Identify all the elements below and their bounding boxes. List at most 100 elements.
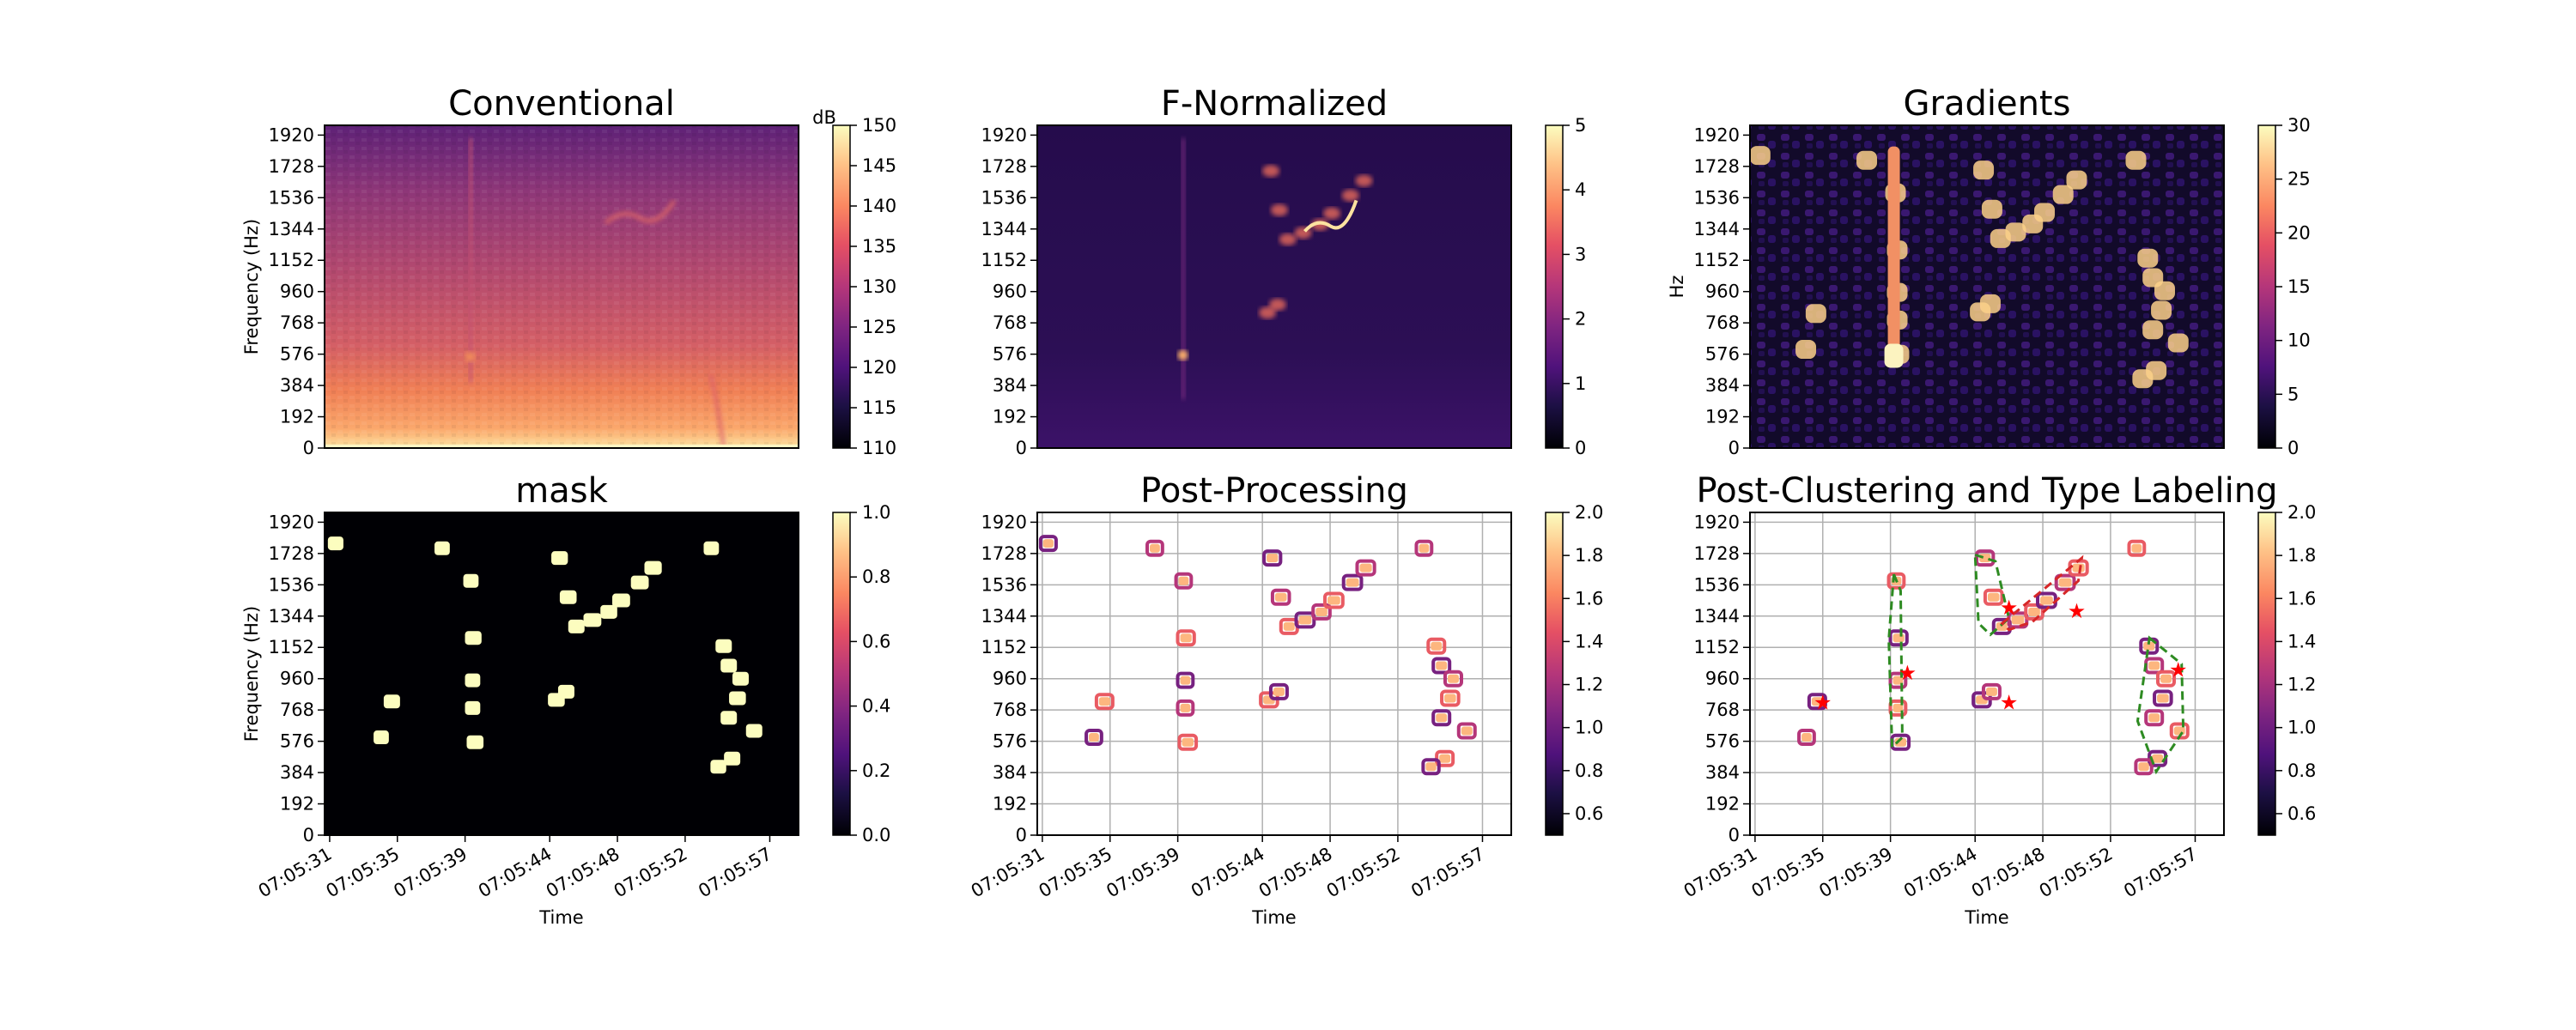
colorbar-tick-label: 0.6 xyxy=(2287,803,2316,824)
colorbar-tick-label: 0.2 xyxy=(862,760,890,781)
heatmap-image xyxy=(1037,125,1511,448)
colorbar-tick-label: 1.6 xyxy=(2287,588,2316,609)
colorbar-tick-label: 135 xyxy=(862,236,896,257)
cluster-center-marker: ★ xyxy=(1899,661,1917,685)
x-tick-label: 07:05:52 xyxy=(611,844,691,902)
y-tick-label: 1344 xyxy=(981,219,1027,239)
heatmap-image xyxy=(1750,125,2224,448)
colorbar-tick-label: 140 xyxy=(862,196,896,216)
colorbar-tick-label: 5 xyxy=(2287,384,2299,404)
colorbar: 0 5 10 15 20 25 30 xyxy=(2257,115,2311,458)
x-tick-label: 07:05:57 xyxy=(1407,844,1488,902)
colorbar-tick-label: 1.4 xyxy=(1575,631,1603,651)
y-tick-label: 1536 xyxy=(269,574,314,595)
x-axis-label: Time xyxy=(1964,907,2008,928)
x-tick-label: 07:05:31 xyxy=(1680,844,1761,902)
colorbar-tick-label: 115 xyxy=(862,397,896,418)
y-tick-label: 0 xyxy=(1728,825,1740,845)
x-tick-label: 07:05:39 xyxy=(1103,844,1183,902)
colorbar-tick-label: 0.8 xyxy=(1575,760,1603,781)
y-tick-label: 1920 xyxy=(269,512,314,532)
colorbar-tick-label: 0.6 xyxy=(1575,803,1603,824)
colorbar-tick-label: 2.0 xyxy=(2287,502,2316,523)
y-tick-label: 1536 xyxy=(269,187,314,208)
y-tick-label: 576 xyxy=(280,344,314,365)
colorbar-tick-label: 4 xyxy=(1575,179,1586,200)
subplot-4: mask 0 192 384 576 768 960 1152 1344 1536 1728 1920… xyxy=(241,471,890,928)
cluster-hull xyxy=(1887,573,1904,750)
y-tick-label: 1728 xyxy=(1694,543,1740,564)
colorbar-tick-label: 0.0 xyxy=(862,825,890,845)
y-tick-label: 1728 xyxy=(269,156,314,177)
y-tick-label: 1728 xyxy=(981,543,1027,564)
colorbar-tick-label: 110 xyxy=(862,438,896,458)
subplot-6: Post-Clustering and Type Labeling ★ ★ ★ ★ ★ ★ 0… xyxy=(1680,471,2317,928)
colorbar-tick-label: 15 xyxy=(2287,276,2311,297)
colorbar-tick-label: 0.6 xyxy=(862,631,890,651)
y-tick-label: 1920 xyxy=(269,124,314,145)
colorbar: 110 115 120 125 130 135 140 145 150 dB xyxy=(812,107,896,458)
y-tick-label: 960 xyxy=(1705,282,1740,302)
cluster-hull xyxy=(2136,635,2185,775)
x-tick-label: 07:05:57 xyxy=(2120,844,2201,902)
heatmap-image xyxy=(325,125,799,448)
cluster-hull xyxy=(2000,554,2084,632)
subplot-2: F-Normalized 0 192 384 576 768 960 1152 1344 1536… xyxy=(981,84,1587,458)
y-tick-label: 0 xyxy=(303,438,314,458)
y-tick-label: 1536 xyxy=(1694,574,1740,595)
y-tick-label: 768 xyxy=(993,700,1027,720)
colorbar: 0.6 0.8 1.0 1.2 1.4 1.6 1.8 2.0 xyxy=(1545,502,1603,836)
y-tick-label: 960 xyxy=(993,282,1027,302)
colorbar-tick-label: 1.2 xyxy=(1575,675,1603,695)
x-tick-label: 07:05:35 xyxy=(323,844,404,902)
x-tick-label: 07:05:52 xyxy=(1323,844,1404,902)
colorbar-tick-label: 1.2 xyxy=(2287,675,2316,695)
y-tick-label: 192 xyxy=(993,407,1027,427)
y-tick-label: 768 xyxy=(280,312,314,333)
y-tick-label: 1728 xyxy=(1694,156,1740,177)
y-tick-label: 960 xyxy=(993,669,1027,689)
y-tick-label: 1728 xyxy=(981,156,1027,177)
y-tick-label: 1344 xyxy=(269,219,314,239)
y-tick-label: 960 xyxy=(1705,669,1740,689)
y-tick-label: 0 xyxy=(1728,438,1740,458)
colorbar-tick-label: 0.8 xyxy=(2287,760,2316,781)
y-tick-label: 1344 xyxy=(1694,606,1740,627)
heatmap-image xyxy=(1037,512,1511,835)
y-tick-label: 576 xyxy=(993,344,1027,365)
y-tick-label: 1920 xyxy=(981,512,1027,532)
colorbar-tick-label: 10 xyxy=(2287,330,2311,351)
chart-title: mask xyxy=(515,471,608,511)
y-tick-label: 0 xyxy=(1016,438,1027,458)
y-tick-label: 0 xyxy=(303,825,314,845)
colorbar-tick-label: 125 xyxy=(862,317,896,337)
subplot-1: Conventional 0 192 384 576 768 960 1152 1344 1536… xyxy=(241,84,896,458)
y-tick-label: 1152 xyxy=(981,637,1027,657)
y-tick-label: 768 xyxy=(1705,312,1740,333)
heatmap-image xyxy=(325,512,799,835)
x-tick-label: 07:05:39 xyxy=(390,844,471,902)
x-axis-label: Time xyxy=(538,907,583,928)
chart-title: Conventional xyxy=(448,84,675,124)
colorbar-tick-label: 1.6 xyxy=(1575,588,1603,609)
colorbar: 0.0 0.2 0.4 0.6 0.8 1.0 xyxy=(832,502,890,845)
y-tick-label: 768 xyxy=(280,700,314,720)
chart-title: Gradients xyxy=(1904,84,2071,124)
y-tick-label: 192 xyxy=(280,407,314,427)
x-tick-label: 07:05:48 xyxy=(1255,844,1336,902)
y-tick-label: 384 xyxy=(1705,375,1740,396)
y-tick-label: 576 xyxy=(1705,344,1740,365)
x-tick-label: 07:05:35 xyxy=(1036,844,1116,902)
colorbar-tick-label: 1.0 xyxy=(1575,718,1603,738)
y-tick-label: 0 xyxy=(1016,825,1027,845)
y-tick-label: 1920 xyxy=(981,124,1027,145)
colorbar-tick-label: 20 xyxy=(2287,222,2311,243)
y-tick-label: 192 xyxy=(993,794,1027,815)
colorbar-tick-label: 1.0 xyxy=(862,502,890,523)
colorbar: 0 1 2 3 4 5 xyxy=(1545,115,1586,458)
y-tick-label: 1536 xyxy=(981,574,1027,595)
y-axis-label: Hz xyxy=(1667,276,1687,299)
subplot-5: Post-Processing 0 192 384 576 768 960 1152 1344 1… xyxy=(968,471,1604,928)
colorbar-tick-label: 2 xyxy=(1575,309,1586,330)
